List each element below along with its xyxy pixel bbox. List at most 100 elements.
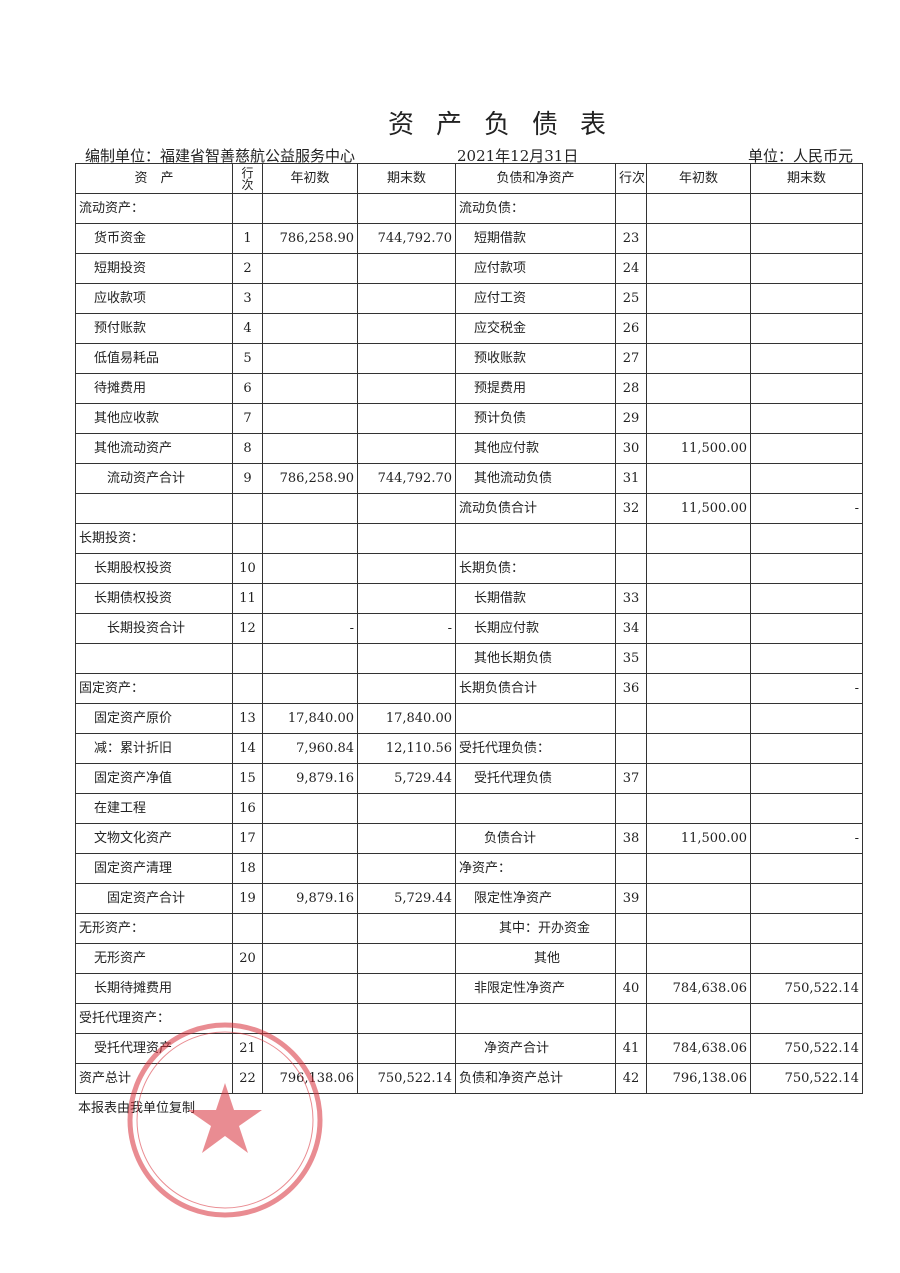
cell: 14 xyxy=(232,733,263,764)
empty-cell xyxy=(75,493,233,524)
cell: 9 xyxy=(232,463,263,494)
table-row: 应收款项 3 应付工资 25 xyxy=(75,283,863,314)
empty-cell xyxy=(615,793,647,824)
cell: 长期待摊费用 xyxy=(75,973,233,1004)
cell: 796,138.06 xyxy=(646,1063,751,1094)
table-row: 短期投资 2 应付款项 24 xyxy=(75,253,863,284)
cell: 31 xyxy=(615,463,647,494)
empty-cell xyxy=(262,973,358,1004)
table-row: 减：累计折旧 14 7,960.84 12,110.56 受托代理负债： xyxy=(75,733,863,764)
column-header: 行次 xyxy=(615,163,647,194)
cell: 货币资金 xyxy=(75,223,233,254)
empty-cell xyxy=(232,193,263,224)
empty-cell xyxy=(455,703,616,734)
cell: 固定资产： xyxy=(75,673,233,704)
cell: 750,522.14 xyxy=(750,973,863,1004)
empty-cell xyxy=(262,403,358,434)
title: 资产负债表 xyxy=(387,110,628,140)
table-row: 长期投资合计 12- - 长期应付款 34 xyxy=(75,613,863,644)
empty-cell xyxy=(357,583,456,614)
cell: 长期负债合计 xyxy=(455,673,616,704)
empty-cell xyxy=(750,613,863,644)
cell: 786,258.90 xyxy=(262,463,358,494)
empty-cell xyxy=(750,733,863,764)
cell: 其中：开办资金 xyxy=(455,913,616,944)
cell: 744,792.70 xyxy=(357,223,456,254)
empty-cell xyxy=(262,433,358,464)
empty-cell xyxy=(357,673,456,704)
seal xyxy=(127,1022,323,1218)
cell: 22 xyxy=(232,1063,263,1094)
cell: 预收账款 xyxy=(455,343,616,374)
empty-cell xyxy=(357,343,456,374)
empty-cell xyxy=(357,373,456,404)
cell: 9,879.16 xyxy=(262,763,358,794)
empty-cell xyxy=(262,853,358,884)
empty-cell xyxy=(262,553,358,584)
table-row: 无形资产 20 其他 xyxy=(75,943,863,974)
table-row: 长期投资： xyxy=(75,523,863,554)
empty-cell xyxy=(750,763,863,794)
empty-cell xyxy=(357,523,456,554)
cell: 限定性净资产 xyxy=(455,883,616,914)
empty-cell xyxy=(646,733,751,764)
cell: 27 xyxy=(615,343,647,374)
empty-cell xyxy=(455,523,616,554)
empty-cell xyxy=(357,1003,456,1034)
empty-cell xyxy=(357,793,456,824)
empty-cell xyxy=(750,883,863,914)
cell: 750,522.14 xyxy=(750,1063,863,1094)
table-row: 其他流动资产 8 其他应付款 30 11,500.00 xyxy=(75,433,863,464)
cell: 5,729.44 xyxy=(357,763,456,794)
cell: 29 xyxy=(615,403,647,434)
table-row: 固定资产原价 13 17,840.00 17,840.00 xyxy=(75,703,863,734)
empty-cell xyxy=(750,583,863,614)
cell: 长期应付款 xyxy=(455,613,616,644)
footnote: 本报表由我单位复制 xyxy=(78,1101,196,1116)
cell: 13 xyxy=(232,703,263,734)
cell: 4 xyxy=(232,313,263,344)
cell: 40 xyxy=(615,973,647,1004)
empty-cell xyxy=(615,523,647,554)
cell: 应交税金 xyxy=(455,313,616,344)
cell: 36 xyxy=(615,673,647,704)
cell: 应收款项 xyxy=(75,283,233,314)
cell: 11 xyxy=(232,583,263,614)
table-body: 流动资产： 流动负债： 货币资金 1 786,258.90 744,792.70 短期借款 2… xyxy=(75,193,863,1094)
empty-cell xyxy=(262,493,358,524)
table-row: 固定资产清理 18 净资产： xyxy=(75,853,863,884)
empty-cell xyxy=(615,913,647,944)
cell: 预计负债 xyxy=(455,403,616,434)
column-header: 资 产 xyxy=(75,163,233,194)
cell: 20 xyxy=(232,943,263,974)
empty-cell xyxy=(262,583,358,614)
empty-cell xyxy=(615,1003,647,1034)
cell: 长期投资合计 xyxy=(75,613,233,644)
cell: 文物文化资产 xyxy=(75,823,233,854)
table-row: 固定资产净值 15 9,879.16 5,729.44 受托代理负债 37 xyxy=(75,763,863,794)
empty-cell xyxy=(646,373,751,404)
table-row: 文物文化资产 17 负债合计 38 11,500.00- xyxy=(75,823,863,854)
cell: 42 xyxy=(615,1063,647,1094)
empty-cell xyxy=(262,523,358,554)
cell: 10 xyxy=(232,553,263,584)
cell: 长期债权投资 xyxy=(75,583,233,614)
empty-cell xyxy=(646,763,751,794)
empty-cell xyxy=(750,283,863,314)
empty-cell xyxy=(646,643,751,674)
empty-cell xyxy=(357,193,456,224)
cell: 26 xyxy=(615,313,647,344)
table-row: 资产总计 22 796,138.06 750,522.14 负债和净资产总计 42 796,… xyxy=(75,1063,863,1094)
cell: 无形资产 xyxy=(75,943,233,974)
column-header: 负债和净资产 xyxy=(455,163,616,194)
cell: 固定资产清理 xyxy=(75,853,233,884)
empty-cell xyxy=(232,673,263,704)
table-row: 长期待摊费用 非限定性净资产 40 784,638.06 750,522.14 xyxy=(75,973,863,1004)
cell: 固定资产原价 xyxy=(75,703,233,734)
empty-cell xyxy=(750,253,863,284)
empty-cell xyxy=(357,553,456,584)
empty-cell xyxy=(646,343,751,374)
cell: 减：累计折旧 xyxy=(75,733,233,764)
table-row: 受托代理资产 21 净资产合计 41 784,638.06 750,522.14 xyxy=(75,1033,863,1064)
empty-cell xyxy=(646,583,751,614)
